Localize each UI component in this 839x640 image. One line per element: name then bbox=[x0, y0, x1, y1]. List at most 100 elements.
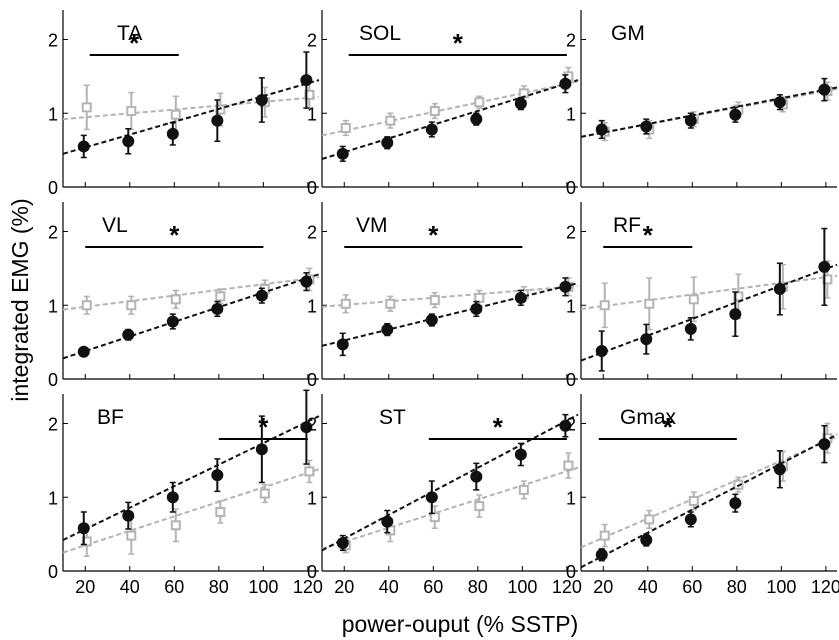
fit-line bbox=[62, 273, 320, 360]
significance-star: * bbox=[258, 412, 269, 442]
data-point-dark bbox=[684, 322, 697, 335]
data-point-dark bbox=[729, 108, 742, 121]
panel-title: ST bbox=[379, 406, 406, 429]
y-tick-label: 0 bbox=[48, 178, 58, 198]
data-point-light bbox=[429, 512, 440, 523]
x-tick-label: 80 bbox=[209, 577, 229, 597]
panel-title: VL bbox=[102, 214, 128, 237]
y-tick-label: 2 bbox=[566, 415, 576, 435]
data-point-dark bbox=[211, 302, 224, 315]
data-point-dark bbox=[818, 438, 831, 451]
fit-line bbox=[580, 274, 838, 310]
data-point-dark bbox=[381, 323, 394, 336]
significance-star: * bbox=[169, 220, 180, 250]
panel-vm: 0 1 2 VM * bbox=[307, 202, 579, 390]
data-point-light bbox=[474, 501, 485, 512]
significance-star: * bbox=[428, 220, 439, 250]
data-point-dark bbox=[166, 491, 179, 504]
y-tick-label: 1 bbox=[48, 104, 58, 124]
panel-sol: 0 1 2 SOL * bbox=[307, 10, 579, 198]
data-point-light bbox=[429, 106, 440, 117]
y-tick-label: 1 bbox=[566, 296, 576, 316]
data-point-dark bbox=[640, 333, 653, 346]
data-point-dark bbox=[729, 308, 742, 321]
data-point-dark bbox=[818, 83, 831, 96]
fit-line bbox=[62, 415, 320, 541]
x-tick-label: 40 bbox=[120, 577, 140, 597]
fit-line bbox=[321, 282, 579, 347]
y-tick-label: 0 bbox=[48, 562, 58, 582]
data-point-light bbox=[170, 294, 181, 305]
x-tick-label: 120 bbox=[811, 577, 839, 597]
y-tick-label: 2 bbox=[566, 31, 576, 51]
data-point-dark bbox=[300, 74, 313, 87]
fit-line bbox=[580, 263, 838, 362]
x-tick-label: 120 bbox=[552, 577, 582, 597]
data-point-dark bbox=[336, 536, 349, 549]
panel-title: Gmax bbox=[620, 406, 677, 429]
data-point-dark bbox=[773, 463, 786, 476]
y-tick-label: 1 bbox=[566, 488, 576, 508]
data-point-dark bbox=[640, 120, 653, 133]
data-point-light bbox=[126, 106, 137, 117]
data-point-light bbox=[304, 466, 315, 477]
y-tick-label: 0 bbox=[307, 370, 317, 390]
data-point-dark bbox=[514, 448, 527, 461]
x-tick-label: 20 bbox=[334, 577, 354, 597]
data-point-light bbox=[215, 291, 226, 302]
y-tick-label: 0 bbox=[307, 562, 317, 582]
y-tick-label: 2 bbox=[48, 31, 58, 51]
data-point-light bbox=[215, 507, 226, 517]
data-point-light bbox=[563, 460, 574, 471]
y-tick-label: 1 bbox=[48, 488, 58, 508]
y-tick-label: 0 bbox=[566, 562, 576, 582]
data-point-light bbox=[340, 298, 351, 309]
x-tick-label: 100 bbox=[507, 577, 537, 597]
fit-line bbox=[62, 96, 320, 121]
data-point-light bbox=[385, 115, 396, 126]
data-point-light bbox=[259, 488, 270, 499]
data-point-dark bbox=[122, 509, 135, 522]
x-tick-label: 20 bbox=[593, 577, 613, 597]
y-tick-label: 1 bbox=[307, 104, 317, 124]
data-point-dark bbox=[211, 469, 224, 482]
data-point-light bbox=[170, 520, 181, 531]
data-point-light bbox=[688, 294, 699, 305]
fit-line bbox=[321, 413, 579, 552]
y-tick-label: 1 bbox=[307, 296, 317, 316]
x-tick-label: 40 bbox=[379, 577, 399, 597]
panel-title: SOL bbox=[359, 22, 401, 45]
y-tick-label: 1 bbox=[48, 296, 58, 316]
data-point-dark bbox=[122, 328, 135, 341]
data-point-dark bbox=[300, 421, 313, 434]
panel-rf: 0 1 2 RF * bbox=[566, 202, 838, 390]
data-point-light bbox=[385, 298, 396, 309]
data-point-dark bbox=[514, 97, 527, 110]
x-tick-label: 40 bbox=[638, 577, 658, 597]
data-point-light bbox=[126, 530, 137, 541]
significance-star: * bbox=[493, 412, 504, 442]
fit-line bbox=[580, 433, 838, 569]
y-tick-label: 1 bbox=[566, 104, 576, 124]
data-point-dark bbox=[77, 345, 90, 358]
data-point-dark bbox=[255, 443, 268, 456]
data-point-dark bbox=[559, 77, 572, 90]
data-point-light bbox=[474, 292, 485, 303]
x-tick-label: 60 bbox=[164, 577, 184, 597]
data-point-dark bbox=[211, 114, 224, 127]
data-point-dark bbox=[77, 522, 90, 535]
data-point-dark bbox=[559, 280, 572, 293]
data-point-dark bbox=[381, 136, 394, 149]
data-point-light bbox=[81, 300, 92, 311]
data-point-dark bbox=[166, 315, 179, 328]
y-tick-label: 1 bbox=[307, 488, 317, 508]
significance-star: * bbox=[643, 220, 654, 250]
fit-line bbox=[62, 79, 320, 155]
data-point-light bbox=[644, 514, 655, 525]
data-point-dark bbox=[425, 491, 438, 504]
y-tick-label: 0 bbox=[566, 178, 576, 198]
panel-title: TA bbox=[117, 22, 142, 45]
